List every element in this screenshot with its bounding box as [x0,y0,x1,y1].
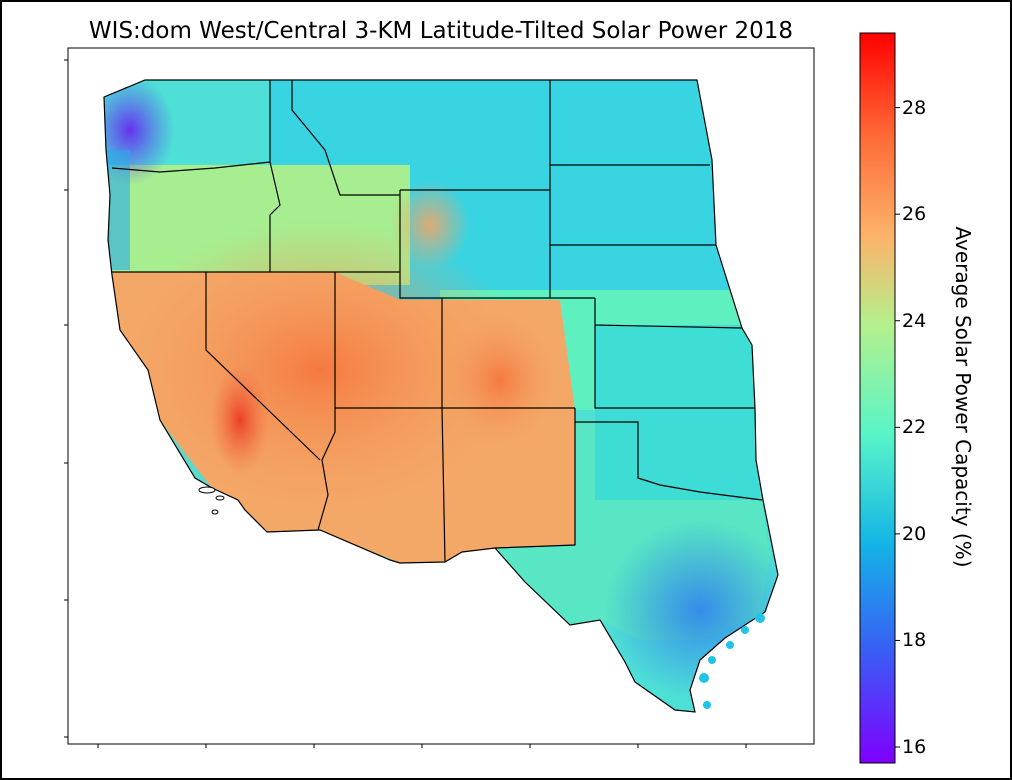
solar-heatmap [104,80,778,712]
colorbar-tick-label-16: 16 [902,736,927,758]
colorbar-tick-label-22: 22 [902,416,927,439]
colorbar-tick-label-24: 24 [902,309,927,332]
texas-coastal-islands [699,613,765,709]
state-borders [111,80,763,563]
map-title: WIS:dom West/Central 3-KM Latitude-Tilte… [88,18,794,44]
colorbar-label: Average Solar Power Capacity (%) [951,226,975,568]
colorbar [859,32,896,764]
coastline-outline [103,79,779,713]
colorbar-tick-label-18: 18 [902,629,927,652]
axis-ticks [64,59,747,748]
colorbar-tick-label-28: 28 [902,96,927,119]
colorbar-tick-label-20: 20 [902,522,927,545]
colorbar-tick-label-26: 26 [902,203,927,226]
offshore-islands [198,486,225,515]
colorbar-ticks [895,107,900,748]
